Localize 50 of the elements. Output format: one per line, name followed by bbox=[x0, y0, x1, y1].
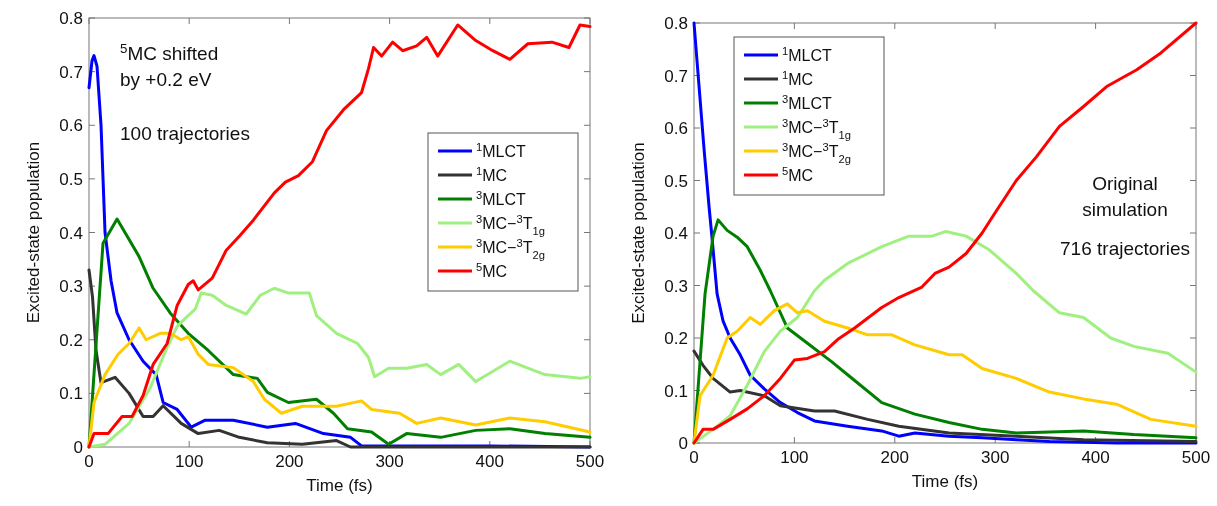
x-tick-label: 400 bbox=[1081, 448, 1110, 467]
y-tick-label: 0.4 bbox=[664, 224, 688, 243]
y-tick-label: 0.2 bbox=[59, 330, 83, 350]
y-tick-label: 0.6 bbox=[664, 119, 688, 138]
y-tick-label: 0 bbox=[678, 434, 688, 453]
legend-label: $^{1}$MC bbox=[476, 165, 508, 184]
x-axis-title: Time (fs) bbox=[306, 476, 373, 495]
y-tick-label: 0.5 bbox=[664, 171, 688, 191]
legend-label: $^{3}$MC−$^{3}$T$_{2g}$ bbox=[782, 141, 851, 165]
legend-label: $^{5}$MC bbox=[476, 261, 508, 280]
y-tick-label: 0.3 bbox=[59, 277, 83, 297]
y-axis-title: Excited-state population bbox=[24, 141, 43, 324]
x-tick-label: 200 bbox=[880, 448, 909, 467]
x-tick-label: 400 bbox=[475, 452, 504, 471]
y-tick-label: 0.1 bbox=[59, 384, 83, 404]
x-axis-title: Time (fs) bbox=[911, 472, 979, 491]
x-tick-label: 200 bbox=[275, 452, 304, 471]
x-tick-label: 100 bbox=[780, 448, 809, 467]
annotation: 716 trajectories bbox=[1060, 238, 1190, 259]
y-tick-label: 0.7 bbox=[59, 62, 83, 82]
legend-label: $^{3}$MC−$^{3}$T$_{1g}$ bbox=[782, 117, 851, 141]
y-tick-label: 0.1 bbox=[664, 381, 688, 401]
legend-label: $^{3}$MLCT bbox=[782, 93, 833, 112]
legend-label: $^{3}$MLCT bbox=[476, 189, 527, 208]
y-tick-label: 0.7 bbox=[664, 66, 688, 86]
line-series bbox=[87, 217, 592, 449]
legend-label: $^{1}$MC bbox=[782, 69, 814, 88]
legend-label: $^{3}$MC−$^{3}$T$_{2g}$ bbox=[476, 237, 545, 261]
legend-label: $^{3}$MC−$^{3}$T$_{1g}$ bbox=[476, 213, 545, 237]
y-tick-label: 0.8 bbox=[59, 9, 83, 28]
y-tick-label: 0.6 bbox=[59, 116, 83, 136]
legend-label: $^{1}$MLCT bbox=[476, 141, 527, 160]
y-tick-label: 0.3 bbox=[664, 276, 688, 296]
x-tick-label: 100 bbox=[175, 452, 204, 471]
x-tick-label: 500 bbox=[1181, 448, 1211, 467]
legend-label: $^{5}$MC bbox=[782, 165, 814, 184]
line-series bbox=[692, 349, 1198, 443]
y-tick-label: 0.4 bbox=[59, 223, 83, 243]
x-tick-label: 300 bbox=[375, 452, 404, 471]
legend-label: $^{1}$MLCT bbox=[782, 45, 833, 64]
y-axis-title: Excited-state population bbox=[629, 142, 648, 324]
y-tick-label: 0.2 bbox=[664, 329, 688, 348]
annotation: $^{5}$MC shifted by +0.2 eV bbox=[120, 40, 219, 90]
y-tick-label: 0.5 bbox=[59, 169, 83, 189]
x-tick-label: 500 bbox=[575, 452, 605, 471]
y-tick-label: 0.8 bbox=[664, 14, 688, 33]
line-series bbox=[692, 21, 1198, 445]
x-tick-label: 300 bbox=[981, 448, 1010, 467]
annotation: Original simulation bbox=[1082, 173, 1168, 220]
annotation: 100 trajectories bbox=[120, 123, 250, 144]
